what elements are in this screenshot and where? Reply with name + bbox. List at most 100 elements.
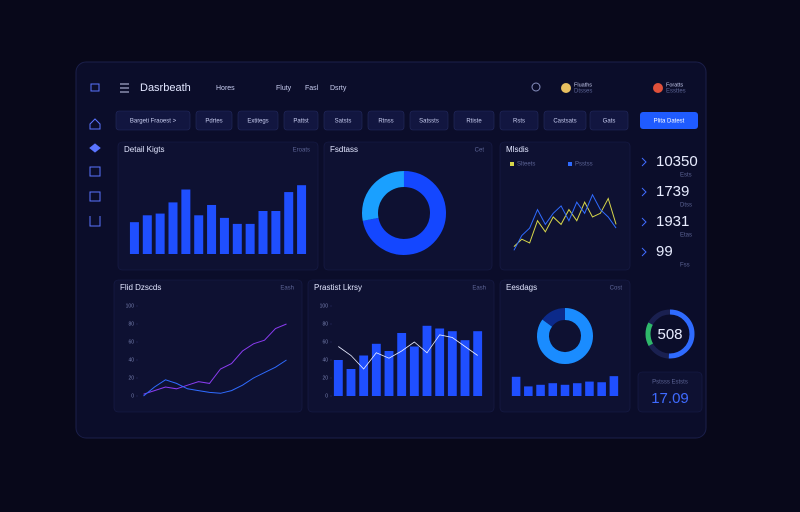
icon[interactable] <box>90 83 100 92</box>
bar <box>371 343 381 396</box>
user-role: Dtsses <box>574 89 592 95</box>
chip-label[interactable]: Satsts <box>335 119 352 125</box>
panel-note: Eash <box>280 286 294 292</box>
chip-label[interactable]: Pdrtes <box>205 119 222 125</box>
bar <box>422 325 432 396</box>
bar <box>258 211 268 254</box>
y-tick-label: 40 <box>322 357 328 363</box>
stat-value: 99 <box>656 243 673 260</box>
y-tick-label: 100 <box>320 303 329 309</box>
bar <box>333 360 343 396</box>
bar <box>548 383 558 396</box>
bar <box>473 331 483 396</box>
y-tick-label: 20 <box>322 375 328 381</box>
nav-item[interactable]: Hores <box>216 85 235 92</box>
chip[interactable] <box>237 110 279 131</box>
donut-segment <box>537 308 593 364</box>
user-name[interactable]: Foratts <box>666 82 683 88</box>
panel-title: Detail Kigts <box>124 145 164 154</box>
user-name[interactable]: Fluaths <box>574 82 592 88</box>
chip[interactable] <box>543 110 587 131</box>
bar <box>284 192 294 254</box>
panel-note: Eash <box>472 286 486 292</box>
donut-segment <box>542 308 566 327</box>
y-tick-label: 0 <box>131 393 134 399</box>
legend-label: Psstss <box>575 162 593 168</box>
chip[interactable] <box>367 110 405 131</box>
sidebar <box>89 83 101 227</box>
stat-icon <box>641 247 647 257</box>
panel <box>499 141 631 271</box>
icon[interactable] <box>89 143 101 153</box>
avatar <box>653 83 663 93</box>
chip-label[interactable]: Rsts <box>513 119 525 125</box>
nav-item[interactable]: Dsrty <box>330 85 347 92</box>
bar <box>560 384 570 396</box>
chip-label[interactable]: Satssts <box>419 119 439 125</box>
bar <box>181 189 191 254</box>
panel-note: Cost <box>610 286 623 292</box>
bar <box>435 328 445 396</box>
y-tick-label: 20 <box>128 375 134 381</box>
bar <box>409 346 419 396</box>
chip[interactable] <box>195 110 233 131</box>
bar <box>168 202 178 254</box>
chip-label[interactable]: Rtiste <box>466 119 482 125</box>
stat-icon <box>641 187 647 197</box>
brand: Dasrbeath <box>140 82 191 94</box>
line <box>513 193 617 251</box>
gauge-value: 508 <box>657 326 682 343</box>
stat-card-label: Pstsss Eststs <box>652 380 688 386</box>
chip-label[interactable]: Bargeti Fraoest > <box>130 119 177 125</box>
legend-label: Slteets <box>517 162 535 168</box>
chip-label[interactable]: Rtnss <box>378 119 393 125</box>
icon[interactable] <box>89 166 101 177</box>
panel <box>323 141 493 271</box>
line <box>513 197 617 247</box>
y-tick-label: 80 <box>322 321 328 327</box>
chip[interactable] <box>323 110 363 131</box>
chip-label[interactable]: Gats <box>603 119 616 125</box>
icon[interactable] <box>89 216 101 227</box>
bar <box>524 386 533 396</box>
nav-item[interactable]: Fluty <box>276 85 292 92</box>
avatar <box>561 83 571 93</box>
menu-icon[interactable] <box>120 83 129 93</box>
stat-label: Dtss <box>680 203 692 209</box>
line <box>143 359 287 397</box>
chip[interactable] <box>283 110 319 131</box>
stat-label: Ests <box>680 173 692 179</box>
bar <box>609 376 619 396</box>
chip-label[interactable]: Pattst <box>293 119 309 125</box>
y-tick-label: 100 <box>126 303 135 309</box>
button[interactable] <box>640 112 698 129</box>
chip[interactable] <box>589 110 629 131</box>
panel <box>117 141 319 271</box>
bar <box>129 222 139 254</box>
stat-icon <box>641 217 647 227</box>
bar <box>460 340 470 396</box>
bar <box>511 376 521 396</box>
bar <box>297 185 307 254</box>
icon[interactable] <box>89 118 101 130</box>
button-label[interactable]: Plita Datest <box>654 119 685 125</box>
chip[interactable] <box>499 110 539 131</box>
y-tick-label: 80 <box>128 321 134 327</box>
bar <box>232 223 242 254</box>
bar <box>142 215 152 254</box>
line <box>338 334 478 370</box>
nav-item[interactable]: Fasl <box>305 85 319 92</box>
bar <box>359 355 369 396</box>
chip-label[interactable]: Castsats <box>553 119 576 125</box>
chip[interactable] <box>453 110 495 131</box>
chip[interactable] <box>115 110 191 131</box>
chip[interactable] <box>409 110 449 131</box>
bar <box>384 351 394 396</box>
panel-note: Eroats <box>293 148 310 154</box>
bar <box>536 384 545 396</box>
bar <box>155 213 165 254</box>
panel-title: Mlsdis <box>506 145 529 154</box>
chip-label[interactable]: Extitegs <box>247 119 268 125</box>
search-icon[interactable] <box>531 82 541 92</box>
icon[interactable] <box>89 191 101 202</box>
